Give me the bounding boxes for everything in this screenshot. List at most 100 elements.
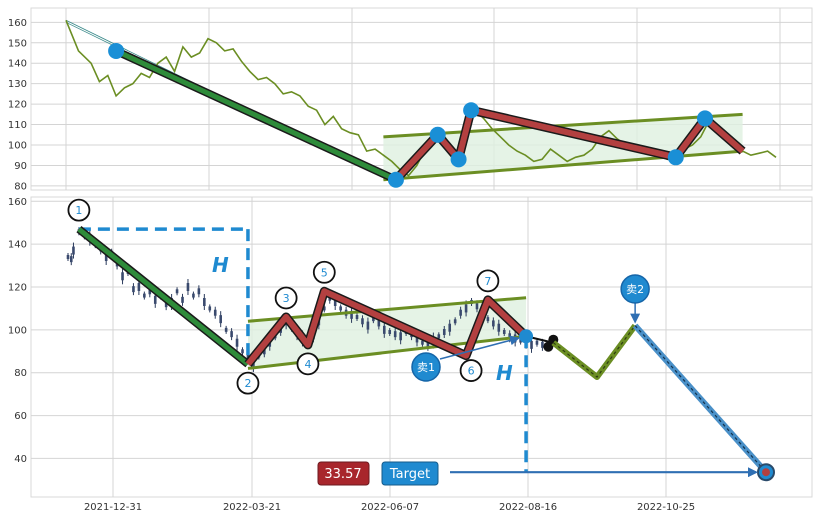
svg-text:Target: Target (389, 467, 430, 482)
y-tick-label: 140 (8, 59, 27, 70)
pivot-label: 5 (321, 266, 328, 279)
candle-body (230, 331, 233, 338)
x-tick-label: 2022-08-16 (499, 502, 557, 513)
candle-body (219, 315, 222, 324)
y-tick-label: 120 (8, 100, 27, 111)
channel-fill (383, 114, 743, 180)
top-plot (65, 19, 777, 188)
pivot-marker (108, 42, 125, 59)
channel-line (247, 296, 527, 323)
candle-body (104, 253, 108, 261)
candle-body (459, 309, 462, 316)
projection-dot (543, 341, 554, 352)
candle-body (137, 283, 141, 291)
y-tick-label: 60 (14, 411, 27, 422)
candle-body (333, 298, 337, 306)
projection-target-dash (634, 325, 767, 473)
candle-body (192, 293, 195, 298)
sell-1-arrow (439, 335, 520, 360)
height-label: H (212, 253, 229, 277)
pivot-label: 2 (244, 377, 251, 390)
x-tick-label: 2022-03-21 (223, 502, 281, 513)
candle-body (442, 329, 446, 335)
candle-body (143, 293, 146, 298)
candle-body (153, 295, 157, 304)
y-tick-label: 100 (8, 325, 27, 336)
candle-body (497, 323, 501, 332)
pivot-label: 3 (283, 292, 290, 305)
target-marker-core (762, 468, 770, 477)
y-tick-label: 160 (8, 18, 27, 29)
trend-line (115, 48, 397, 183)
candle-body (203, 298, 206, 306)
y-tick-label: 160 (8, 197, 27, 208)
pivot-badge (67, 198, 91, 222)
candle-body (186, 283, 190, 291)
y-tick-label: 100 (8, 141, 27, 152)
candle-body (393, 331, 397, 338)
channel-line (247, 334, 527, 370)
candle-body (148, 288, 152, 295)
candle-body (421, 340, 424, 345)
candle-body (361, 318, 364, 325)
pivot-badge (312, 260, 336, 284)
candle-body (72, 246, 75, 255)
y-tick-label: 110 (8, 120, 27, 131)
y-tick-label: 150 (8, 38, 27, 49)
candle-body (197, 288, 201, 295)
candle-body (235, 338, 239, 347)
bottom-plot: 卖1 卖2 1 2 3 4 5 6 7 (66, 198, 775, 482)
sell-2-marker (620, 274, 650, 304)
candle-body (475, 303, 479, 310)
pivot-marker (667, 149, 684, 166)
pivot-marker (463, 102, 480, 119)
pivot-label: 1 (75, 204, 82, 217)
candle-body (350, 310, 353, 319)
candle-body (224, 327, 228, 332)
pivot-label: 6 (468, 365, 475, 378)
pivot-marker (450, 151, 467, 168)
breakout-marker (519, 329, 534, 344)
pivot-badge (274, 286, 298, 310)
y-tick-label: 90 (14, 161, 27, 172)
pivot-marker (697, 110, 713, 127)
pivot-marker (429, 126, 446, 143)
candle-body (69, 256, 73, 263)
candle-body (66, 255, 70, 259)
candle-body (132, 286, 135, 293)
candle-body (486, 317, 490, 322)
sell-1-label: 卖1 (417, 361, 435, 374)
y-tick-label: 120 (8, 283, 27, 294)
pivot-badge (459, 359, 483, 382)
candle-body (241, 349, 244, 354)
pivot-badge (476, 269, 500, 293)
svg-text:33.57: 33.57 (324, 467, 361, 482)
pivot-marker (387, 171, 404, 188)
y-tick-label: 130 (8, 79, 27, 90)
candle-body (530, 340, 533, 349)
candle-body (322, 306, 326, 311)
candle-body (213, 309, 217, 316)
pivot-label: 4 (304, 358, 311, 371)
candle-body (448, 323, 452, 332)
candle-body (541, 341, 544, 348)
trend-line (77, 227, 250, 367)
y-tick-label: 80 (14, 368, 27, 379)
bottom-grid: 40 60 80 100 120 140 160 (8, 197, 812, 497)
projection-zigzag-dash (552, 325, 636, 378)
candle-body (208, 306, 212, 311)
candle-body (366, 321, 370, 330)
candle-body (453, 319, 457, 324)
target-label-badge: Target (381, 461, 439, 486)
candle-body (535, 340, 539, 345)
candle-body (175, 289, 179, 294)
candle-body (464, 304, 468, 313)
candle-body (415, 334, 419, 343)
candle-body (339, 306, 342, 311)
y-tick-label: 40 (14, 454, 27, 465)
candle-body (426, 341, 430, 348)
pivot-badge (296, 352, 320, 376)
pivot-badge (236, 371, 260, 395)
